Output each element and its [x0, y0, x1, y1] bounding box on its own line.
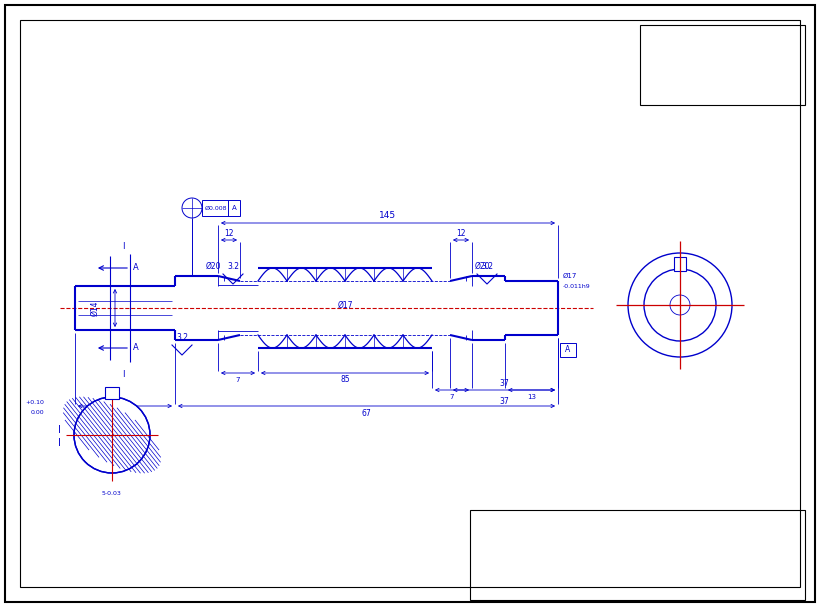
Text: 3.2: 3.2: [227, 262, 238, 271]
Text: A: A: [231, 205, 236, 211]
Text: I: I: [121, 242, 124, 251]
Bar: [559, 343, 575, 357]
Text: Ø17: Ø17: [337, 300, 352, 310]
Text: A: A: [133, 263, 138, 273]
Text: 数量: 数量: [616, 549, 627, 557]
Circle shape: [182, 198, 201, 218]
Text: 黄福兴: 黄福兴: [600, 571, 614, 580]
Text: A: A: [133, 344, 138, 353]
Text: 3.2: 3.2: [176, 333, 188, 342]
Text: 12: 12: [224, 229, 233, 239]
Text: 145: 145: [379, 211, 396, 220]
Text: 30: 30: [120, 409, 129, 418]
Text: 37: 37: [499, 397, 509, 406]
Bar: [469, 510, 804, 600]
Text: 审核: 审核: [479, 586, 490, 594]
Text: 40Cr: 40Cr: [665, 520, 686, 529]
Text: JS-006: JS-006: [756, 549, 782, 557]
Text: I: I: [57, 425, 61, 435]
Text: 7: 7: [236, 377, 240, 383]
Bar: [201, 200, 240, 216]
Text: 3.2: 3.2: [481, 262, 492, 271]
Text: 其余: 其余: [659, 55, 671, 65]
Text: 12: 12: [455, 229, 465, 239]
Circle shape: [74, 397, 150, 473]
Text: 蛍杆: 蛍杆: [521, 548, 534, 558]
Text: 5-0.03: 5-0.03: [102, 491, 122, 496]
Text: Ø20: Ø20: [205, 262, 220, 271]
Text: I: I: [121, 370, 124, 379]
Text: 1.5:1: 1.5:1: [758, 520, 780, 529]
Text: 0.00: 0.00: [30, 410, 44, 415]
Text: Ø20: Ø20: [473, 262, 489, 271]
Text: 13: 13: [527, 394, 536, 400]
Text: 2015308210: 2015308210: [509, 571, 562, 580]
Text: Ø17: Ø17: [563, 273, 577, 279]
Text: Ø14: Ø14: [90, 300, 99, 316]
Circle shape: [627, 253, 731, 357]
Text: -0.011h9: -0.011h9: [563, 283, 590, 288]
Text: 材料: 材料: [616, 520, 627, 529]
Bar: [105, 387, 119, 399]
Text: 37: 37: [499, 379, 509, 387]
Text: Ø0.008: Ø0.008: [205, 206, 227, 211]
Text: 比例: 比例: [713, 520, 722, 529]
Bar: [639, 25, 804, 105]
Text: I: I: [57, 438, 61, 448]
Text: 67: 67: [361, 409, 371, 418]
Text: 7: 7: [449, 394, 454, 400]
Bar: [673, 257, 686, 271]
Text: 85: 85: [340, 376, 350, 384]
Text: 图号: 图号: [713, 549, 722, 557]
Text: A: A: [564, 345, 570, 354]
Text: 制图: 制图: [479, 571, 490, 580]
Text: +0.10: +0.10: [25, 399, 44, 404]
